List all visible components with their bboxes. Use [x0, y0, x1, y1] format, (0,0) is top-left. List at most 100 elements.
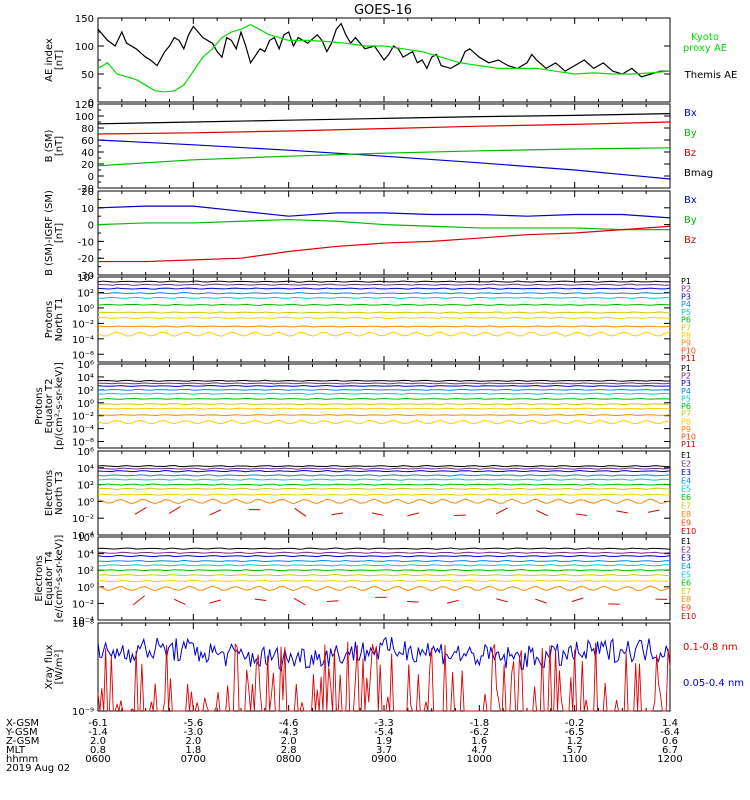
x-axis-value: 1200 — [657, 754, 682, 765]
legend-item: P6 — [681, 316, 691, 325]
series-line-themis-ae — [97, 22, 670, 78]
y-tick-label: 10⁻⁸ — [72, 619, 94, 630]
legend-item: By — [684, 215, 697, 226]
series-line-bx — [97, 139, 671, 180]
flux-fragment — [293, 597, 306, 606]
series-line-0.1-0.8-nm — [97, 641, 671, 713]
series-line-bmag — [97, 113, 671, 125]
legend-item: proxy AE — [683, 43, 727, 54]
flux-line — [97, 559, 671, 563]
date-label: 2019 Aug 02 — [6, 763, 70, 774]
legend-item: P9 — [681, 425, 691, 434]
panel-frame — [97, 103, 671, 189]
y-tick-label: -30 — [78, 271, 94, 282]
series-line-bx — [97, 205, 671, 219]
x-axis-value: -5.4 — [374, 727, 394, 738]
flux-fragment — [407, 600, 419, 603]
legend-item: Bx — [684, 108, 697, 119]
flux-line — [97, 414, 671, 417]
legend-item: E4 — [681, 562, 691, 571]
legend-item: P11 — [681, 354, 696, 363]
flux-fragment — [575, 513, 588, 516]
y-axis-label: Electrons — [34, 555, 45, 601]
y-tick-label: 10⁻⁴ — [72, 616, 94, 627]
y-tick-label: 10⁴ — [77, 464, 94, 475]
flux-line — [97, 493, 671, 496]
flux-line — [97, 483, 671, 486]
legend-item: P8 — [681, 331, 691, 340]
x-axis-value: -6.1 — [88, 718, 108, 729]
flux-line — [97, 292, 671, 295]
x-axis-value: 4.7 — [471, 745, 487, 756]
flux-line — [97, 585, 671, 592]
legend-item: E7 — [681, 502, 691, 511]
y-axis-label: B (SM) — [44, 129, 55, 162]
flux-fragment — [254, 598, 267, 602]
y-tick-label: 10⁻² — [72, 319, 94, 330]
legend: Bx By Bz Bmag — [684, 108, 713, 179]
x-axis-value: -4.3 — [279, 727, 299, 738]
y-tick-label: 10⁰ — [77, 583, 94, 594]
legend-item: E2 — [681, 545, 691, 554]
x-axis-row-label: Y-GSM — [5, 727, 38, 738]
y-tick-label: 10⁴ — [77, 373, 94, 384]
legend: 0.1-0.8 nm 0.05-0.4 nm — [683, 642, 744, 689]
flux-fragment — [331, 512, 344, 516]
flux-fragment — [326, 600, 339, 603]
y-tick-label: 10⁻² — [72, 514, 94, 525]
flux-line — [97, 397, 671, 400]
x-axis-value: 0800 — [276, 754, 301, 765]
flux-line — [97, 303, 671, 306]
x-axis-value: -1.4 — [88, 727, 108, 738]
flux-line — [97, 407, 671, 410]
series-line-by — [97, 147, 671, 167]
legend-item: P4 — [681, 387, 691, 396]
x-axis-value: -3.0 — [184, 727, 204, 738]
x-axis-value: 2.0 — [90, 736, 106, 747]
flux-line — [97, 419, 671, 425]
flux-line — [97, 487, 671, 490]
legend-item: E5 — [681, 485, 691, 494]
y-tick-label: 10² — [77, 288, 94, 299]
legend-item: P7 — [681, 323, 691, 332]
x-axis-value: 1.8 — [185, 745, 201, 756]
legend-item: E3 — [681, 554, 691, 563]
y-axis-label: [W/m²] — [54, 649, 65, 684]
series-line-kyoto-proxy-ae — [97, 24, 671, 93]
y-tick-label: 10⁻² — [72, 599, 94, 610]
legend-item: P3 — [681, 379, 691, 388]
flux-line — [97, 388, 671, 391]
legend-item: P6 — [681, 402, 691, 411]
legend-item: E3 — [681, 468, 691, 477]
y-axis-label: AE index — [44, 38, 55, 82]
flux-fragment — [134, 506, 147, 515]
y-tick-label: 60 — [81, 136, 94, 147]
y-tick-label: 10⁴ — [77, 273, 94, 284]
flux-line — [97, 551, 671, 554]
flux-line — [97, 283, 671, 286]
x-axis-value: -4.6 — [279, 718, 299, 729]
y-tick-label: 40 — [81, 148, 94, 159]
legend-item: By — [684, 128, 697, 139]
legend: Bx By Bz — [684, 195, 697, 246]
flux-line — [97, 464, 671, 468]
legend-item: P4 — [681, 300, 691, 309]
x-axis-value: 2.0 — [281, 736, 297, 747]
legend-item: E6 — [681, 493, 691, 502]
y-axis-label: North T1 — [54, 298, 65, 342]
panel-xray: Xray flux [W/m²] 10⁻⁸ 10⁻⁹ 0.1-0.8 nm 0.05-0.… — [44, 619, 744, 718]
x-axis-value: 2.8 — [281, 745, 297, 756]
flux-fragment — [616, 510, 628, 514]
y-tick-label: 10 — [81, 204, 94, 215]
flux-fragment — [209, 509, 222, 516]
y-tick-label: 10⁻⁴ — [72, 335, 94, 346]
y-tick-label: 150 — [75, 14, 94, 25]
legend-item: P7 — [681, 410, 691, 419]
y-axis-label: [e/(cm²-s-sr-keV)] — [54, 535, 65, 623]
flux-fragment — [536, 509, 549, 517]
y-axis-label: [nT] — [54, 136, 65, 156]
panel-pe: Protons Equator T2 [p/(cm²-s-sr-keV)] 10⁶ 10… — [34, 360, 696, 450]
